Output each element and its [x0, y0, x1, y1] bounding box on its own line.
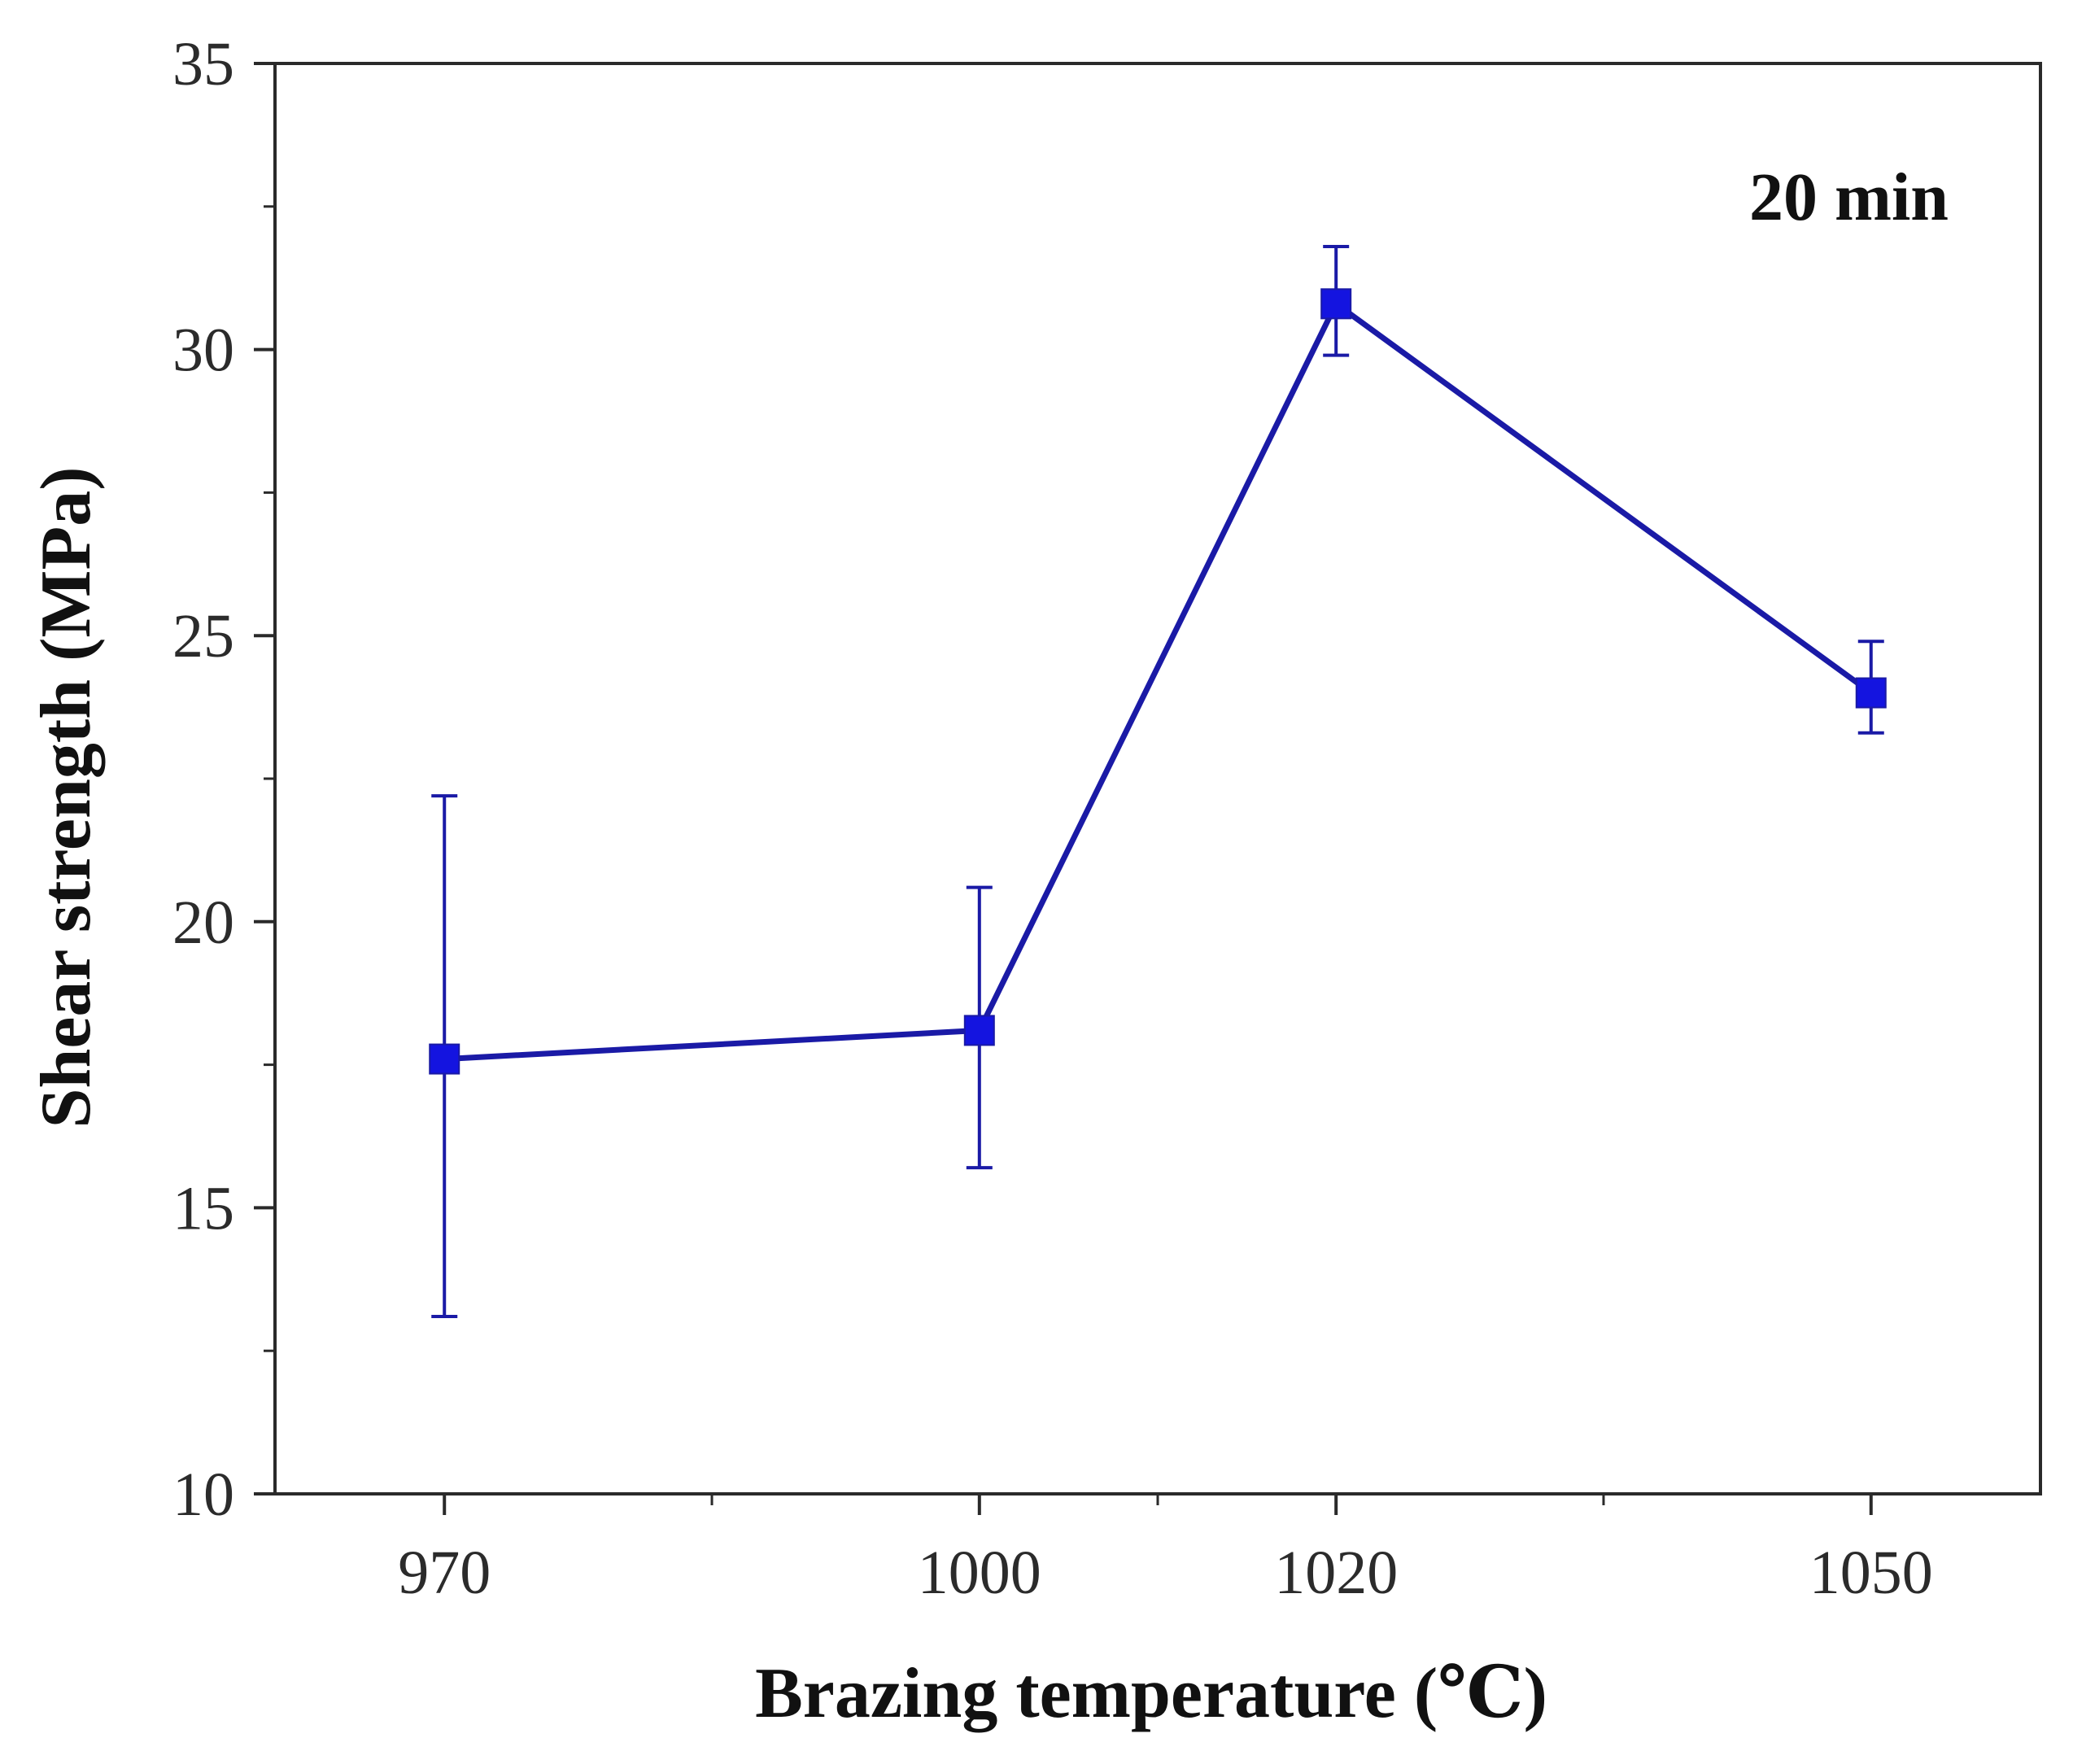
x-tick-label: 970 [398, 1539, 491, 1607]
y-tick-label: 15 [172, 1174, 234, 1242]
data-point [429, 1043, 460, 1075]
x-tick-label: 1020 [1274, 1539, 1398, 1607]
y-tick-label: 10 [172, 1461, 234, 1529]
plot-frame [273, 62, 2042, 1495]
y-tick-label: 25 [172, 602, 234, 670]
y-tick-label: 20 [172, 889, 234, 957]
x-tick-label: 1050 [1809, 1539, 1933, 1607]
data-point [1320, 288, 1352, 320]
x-tick-label: 1000 [918, 1539, 1041, 1607]
annotation-label: 20 min [1749, 159, 1949, 235]
plot-border [273, 62, 2042, 1495]
y-tick-label: 35 [172, 30, 234, 98]
series-layer [429, 245, 1887, 1319]
y-axis: 10 15 20 25 30 35 [172, 30, 275, 1529]
x-axis: 970 1000 1020 1050 [398, 1494, 1933, 1607]
y-axis-title: Shear strength (MPa) [27, 466, 106, 1128]
data-point [1855, 677, 1887, 709]
x-axis-title: Brazing temperature (℃) [755, 1654, 1547, 1733]
data-point [963, 1015, 995, 1046]
series-line [444, 300, 1873, 1063]
y-tick-label: 30 [172, 317, 234, 385]
